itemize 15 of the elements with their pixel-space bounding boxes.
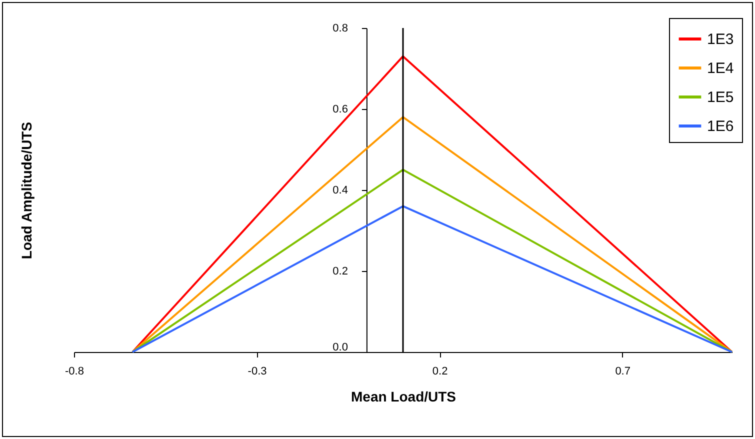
legend-label: 1E3 xyxy=(707,31,734,48)
y-tick-label: 0.2 xyxy=(332,266,348,278)
y-tick-label: 0.6 xyxy=(332,104,348,116)
legend-label: 1E6 xyxy=(707,118,734,135)
y-tick-label: 0.8 xyxy=(332,22,348,34)
legend-label: 1E5 xyxy=(707,89,734,106)
x-tick-label: -0.3 xyxy=(248,366,267,378)
y-tick-label: 0.4 xyxy=(332,184,348,196)
x-tick-label: 0.7 xyxy=(615,366,630,378)
x-tick-label: 0.2 xyxy=(432,366,448,378)
legend-label: 1E4 xyxy=(707,60,734,77)
x-axis-title: Mean Load/UTS xyxy=(350,388,456,404)
y-tick-label: 0.0 xyxy=(332,342,348,354)
x-tick-label: -0.8 xyxy=(65,366,84,378)
y-axis-title: Load Amplitude/UTS xyxy=(18,122,34,260)
